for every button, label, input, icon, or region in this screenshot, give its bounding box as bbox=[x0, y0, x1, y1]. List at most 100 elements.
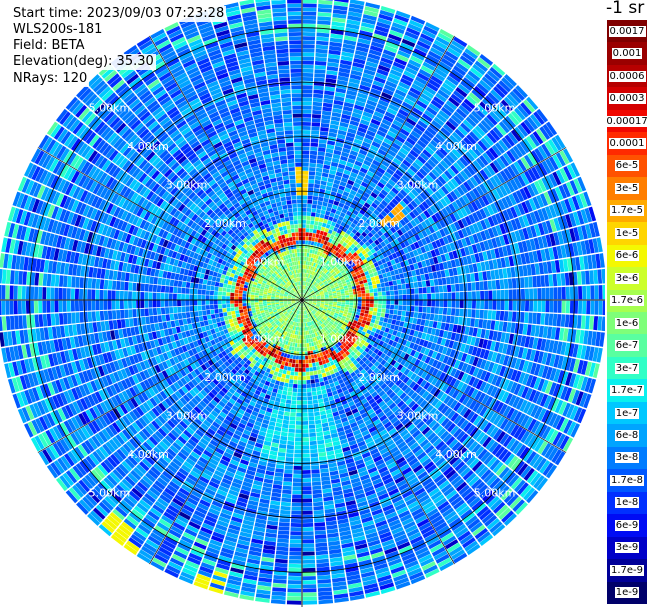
range-gate-cell bbox=[295, 425, 302, 429]
range-gate-cell bbox=[328, 53, 341, 60]
range-gate-cell bbox=[324, 380, 329, 386]
range-gate-cell bbox=[394, 195, 402, 203]
range-gate-cell bbox=[337, 301, 342, 304]
range-gate-cell bbox=[335, 263, 341, 268]
range-gate-cell bbox=[287, 440, 295, 446]
range-gate-cell bbox=[302, 506, 313, 511]
range-gate-cell bbox=[313, 267, 317, 272]
range-gate-cell bbox=[437, 162, 447, 173]
range-gate-cell bbox=[320, 410, 326, 416]
range-gate-cell bbox=[313, 85, 324, 91]
range-gate-cell bbox=[304, 347, 308, 352]
range-gate-cell bbox=[414, 158, 424, 168]
range-gate-cell bbox=[392, 172, 401, 181]
range-gate-cell bbox=[363, 137, 373, 145]
range-gate-cell bbox=[308, 236, 312, 241]
range-gate-cell bbox=[302, 56, 315, 61]
range-gate-cell bbox=[359, 240, 365, 247]
range-gate-cell bbox=[306, 220, 311, 225]
range-gate-cell bbox=[435, 92, 447, 103]
range-gate-cell bbox=[413, 79, 426, 89]
range-gate-cell bbox=[436, 271, 442, 279]
range-gate-cell bbox=[556, 314, 562, 327]
range-gate-cell bbox=[381, 287, 386, 292]
range-gate-cell bbox=[450, 178, 459, 188]
range-gate-cell bbox=[305, 335, 308, 339]
range-gate-cell bbox=[310, 257, 314, 262]
range-gate-cell bbox=[448, 96, 460, 107]
range-gate-cell bbox=[302, 191, 308, 196]
range-gate-cell bbox=[553, 287, 558, 300]
range-gate-cell bbox=[378, 274, 384, 279]
range-gate-cell bbox=[456, 186, 465, 196]
range-gate-cell bbox=[324, 193, 330, 199]
range-gate-cell bbox=[273, 384, 279, 390]
range-gate-cell bbox=[302, 510, 313, 515]
range-gate-cell bbox=[349, 120, 360, 127]
range-gate-cell bbox=[318, 456, 327, 461]
range-gate-cell bbox=[322, 484, 332, 490]
range-gate-cell bbox=[307, 248, 310, 253]
range-gate-cell bbox=[366, 209, 373, 216]
range-gate-cell bbox=[343, 102, 354, 108]
range-gate-cell bbox=[321, 480, 331, 486]
range-gate-cell bbox=[324, 245, 329, 251]
range-gate-cell bbox=[476, 82, 489, 95]
range-gate-cell bbox=[308, 278, 312, 283]
range-gate-cell bbox=[304, 281, 306, 286]
range-gate-cell bbox=[304, 256, 307, 261]
range-gate-cell bbox=[536, 275, 541, 288]
range-gate-cell bbox=[322, 492, 333, 498]
range-gate-cell bbox=[302, 486, 312, 491]
range-gate-cell bbox=[366, 152, 375, 160]
range-gate-cell bbox=[329, 45, 342, 52]
range-gate-cell bbox=[483, 134, 494, 147]
range-gate-cell bbox=[332, 260, 337, 265]
range-gate-cell bbox=[375, 216, 382, 223]
range-gate-cell bbox=[271, 392, 277, 397]
range-gate-cell bbox=[303, 331, 306, 335]
range-gate-cell bbox=[307, 293, 311, 296]
range-gate-cell bbox=[302, 339, 305, 344]
range-gate-cell bbox=[359, 218, 365, 225]
range-gate-cell bbox=[477, 57, 491, 69]
range-gate-cell bbox=[291, 510, 302, 515]
range-gate-cell bbox=[398, 108, 409, 117]
range-gate-cell bbox=[393, 309, 398, 315]
range-gate-cell bbox=[332, 183, 339, 189]
range-gate-cell bbox=[401, 283, 406, 290]
range-gate-cell bbox=[360, 119, 370, 126]
range-gate-cell bbox=[379, 163, 388, 171]
range-gate-cell bbox=[312, 114, 321, 119]
range-gate-cell bbox=[324, 86, 335, 92]
range-gate-cell bbox=[405, 194, 413, 203]
range-gate-cell bbox=[361, 300, 366, 304]
range-gate-cell bbox=[293, 465, 302, 470]
range-gate-cell bbox=[310, 279, 314, 284]
range-gate-cell bbox=[349, 292, 354, 295]
range-gate-cell bbox=[359, 84, 371, 92]
range-gate-cell bbox=[351, 257, 357, 263]
range-gate-cell bbox=[325, 297, 329, 299]
range-gate-cell bbox=[315, 283, 319, 288]
range-gate-cell bbox=[327, 58, 340, 64]
range-gate-cell bbox=[276, 546, 289, 552]
range-gate-cell bbox=[302, 502, 313, 507]
range-gate-cell bbox=[306, 292, 310, 296]
range-gate-cell bbox=[323, 218, 328, 224]
range-gate-cell bbox=[352, 252, 358, 257]
range-gate-cell bbox=[303, 285, 305, 290]
range-gate-cell bbox=[557, 287, 562, 300]
range-gate-cell bbox=[383, 224, 390, 232]
range-gate-cell bbox=[349, 78, 361, 85]
range-gate-cell bbox=[377, 308, 382, 313]
range-gate-cell bbox=[436, 64, 450, 75]
range-gate-cell bbox=[450, 316, 455, 324]
range-gate-cell bbox=[304, 339, 307, 344]
range-gate-cell bbox=[317, 255, 322, 261]
range-gate-cell bbox=[508, 289, 513, 300]
range-gate-cell bbox=[302, 256, 305, 261]
range-gate-cell bbox=[463, 137, 474, 148]
range-gate-cell bbox=[332, 13, 347, 19]
range-gate-cell bbox=[320, 127, 329, 132]
